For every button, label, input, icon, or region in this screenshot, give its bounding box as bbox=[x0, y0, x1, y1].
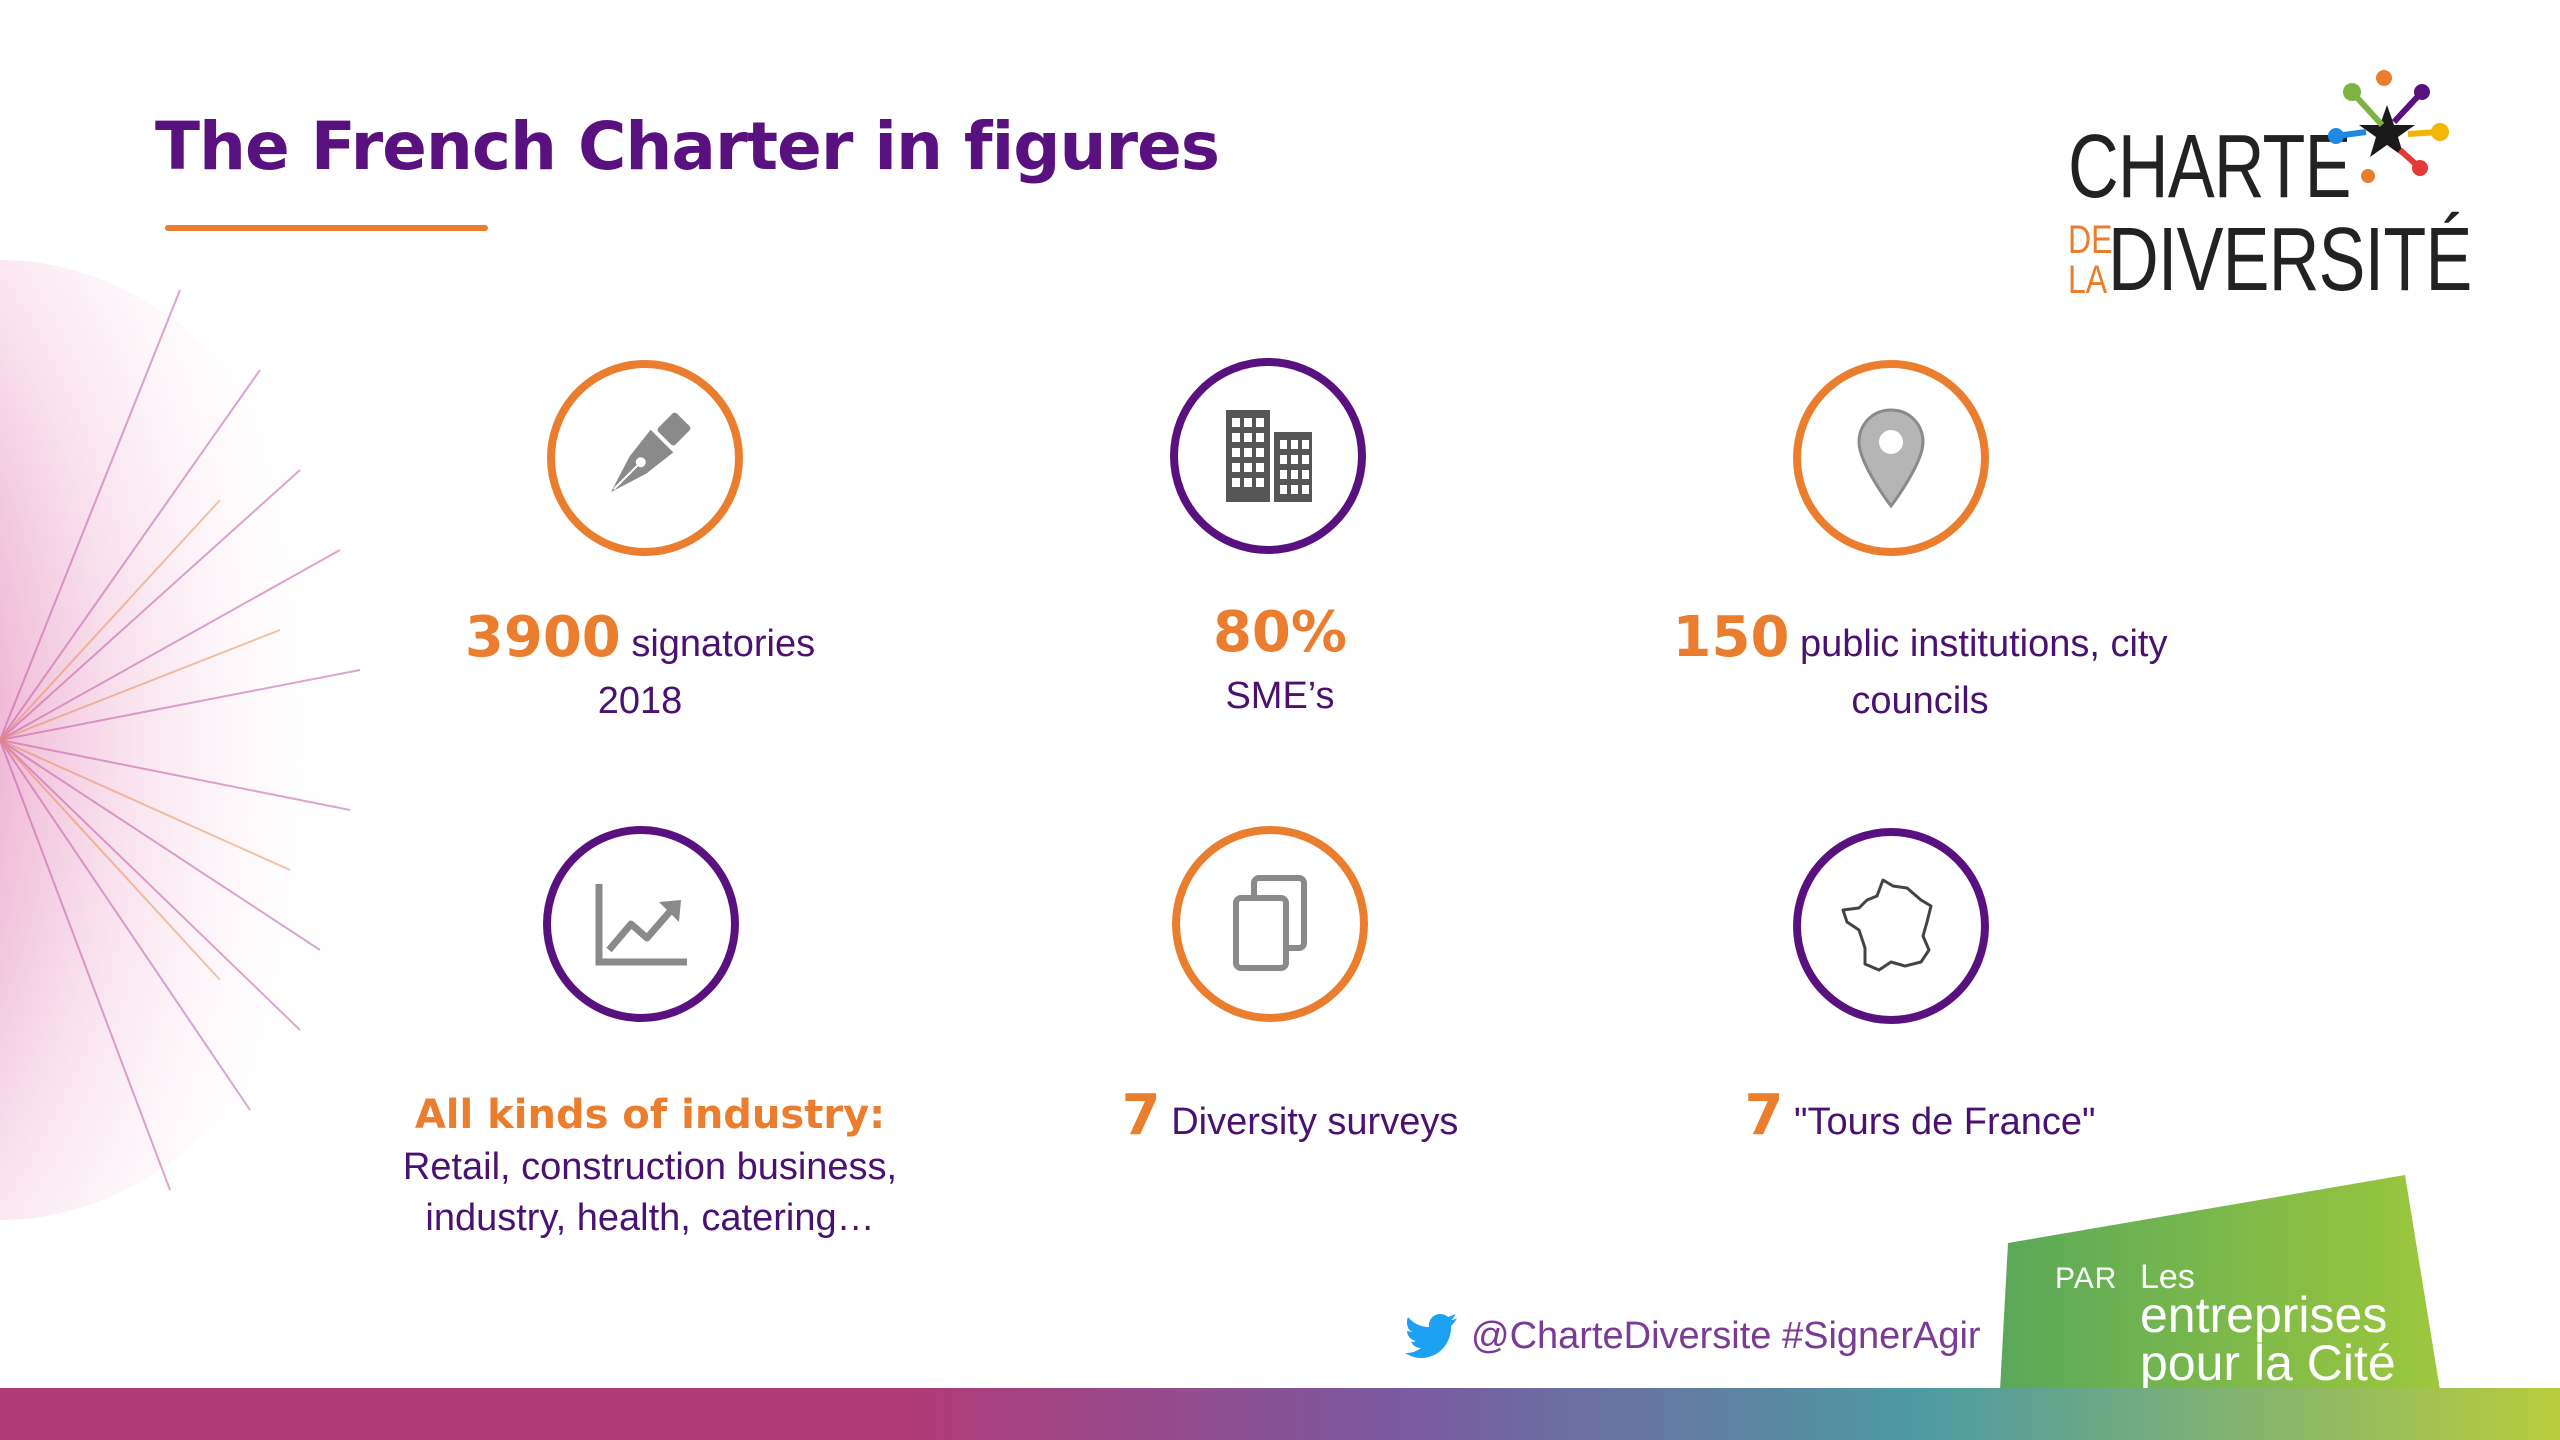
stat-industry-heading: All kinds of industry: bbox=[414, 1092, 886, 1138]
fountain-pen-icon bbox=[611, 412, 691, 492]
flower-decoration-icon bbox=[0, 260, 361, 1220]
map-pin-icon bbox=[1857, 408, 1925, 509]
circle-surveys bbox=[1172, 826, 1368, 1022]
page-title: The French Charter in figures bbox=[155, 108, 1220, 185]
stat-surveys-label: Diversity surveys bbox=[1171, 1101, 1459, 1143]
stat-tours: 7 "Tours de France" bbox=[1680, 1078, 2160, 1154]
france-map-icon bbox=[1841, 878, 1933, 972]
twitter-bird-icon bbox=[1405, 1314, 1457, 1358]
stat-surveys-number: 7 bbox=[1121, 1083, 1161, 1148]
stat-tours-label: "Tours de France" bbox=[1793, 1101, 2096, 1143]
circle-public-institutions bbox=[1793, 360, 1989, 556]
stat-industry-line1: Retail, construction business, bbox=[402, 1146, 898, 1188]
logo-stars-icon bbox=[2328, 70, 2449, 183]
badge-par: PAR bbox=[2055, 1262, 2118, 1295]
stat-sme-label: SME’s bbox=[1225, 674, 1335, 717]
stat-public-number: 150 bbox=[1672, 605, 1790, 670]
logo-word-la: LA bbox=[2068, 258, 2108, 302]
stat-industry: All kinds of industry: Retail, construct… bbox=[340, 1088, 960, 1245]
circle-sme bbox=[1170, 358, 1366, 554]
entreprises-badge-icon bbox=[2000, 1175, 2440, 1390]
buildings-icon bbox=[1226, 410, 1312, 502]
charte-diversite-logo: CHARTE DE LA DIVERSITÉ bbox=[2060, 70, 2472, 310]
badge-les: Les bbox=[2140, 1258, 2195, 1296]
badge-pour-la-cite: pour la Cité bbox=[2140, 1335, 2396, 1391]
stat-surveys: 7 Diversity surveys bbox=[1050, 1078, 1530, 1154]
stat-tours-number: 7 bbox=[1744, 1083, 1784, 1148]
title-underline bbox=[165, 225, 488, 231]
documents-icon bbox=[1233, 875, 1307, 971]
stat-signatories-year: 2018 bbox=[597, 679, 683, 722]
stat-signatories: 3900 signatories 2018 bbox=[380, 600, 900, 727]
stat-sme: 80% SME’s bbox=[1080, 595, 1480, 722]
logo-word-diversite: DIVERSITÉ bbox=[2108, 210, 2472, 310]
bottom-gradient-bar bbox=[0, 1388, 2560, 1440]
stat-signatories-label: signatories bbox=[631, 623, 816, 665]
circle-industry bbox=[543, 826, 739, 1022]
twitter-handle[interactable]: @CharteDiversite #SignerAgir bbox=[1405, 1312, 1981, 1360]
stat-public-label-line2: councils bbox=[1851, 679, 1989, 722]
stat-signatories-number: 3900 bbox=[464, 605, 621, 670]
logo-word-de: DE bbox=[2068, 218, 2113, 262]
stat-public-label: public institutions, city bbox=[1799, 623, 2168, 665]
logo-word-charte: CHARTE bbox=[2068, 117, 2351, 217]
stat-industry-line2: industry, health, catering… bbox=[425, 1197, 875, 1240]
badge-entreprises: entreprises bbox=[2140, 1287, 2388, 1343]
circle-tours bbox=[1793, 828, 1989, 1024]
circle-signatories bbox=[547, 360, 743, 556]
stat-public-institutions: 150 public institutions, city councils bbox=[1620, 600, 2220, 727]
trend-chart-icon bbox=[595, 884, 687, 966]
stat-sme-number: 80% bbox=[1212, 600, 1348, 665]
twitter-text: @CharteDiversite #SignerAgir bbox=[1471, 1314, 1981, 1357]
